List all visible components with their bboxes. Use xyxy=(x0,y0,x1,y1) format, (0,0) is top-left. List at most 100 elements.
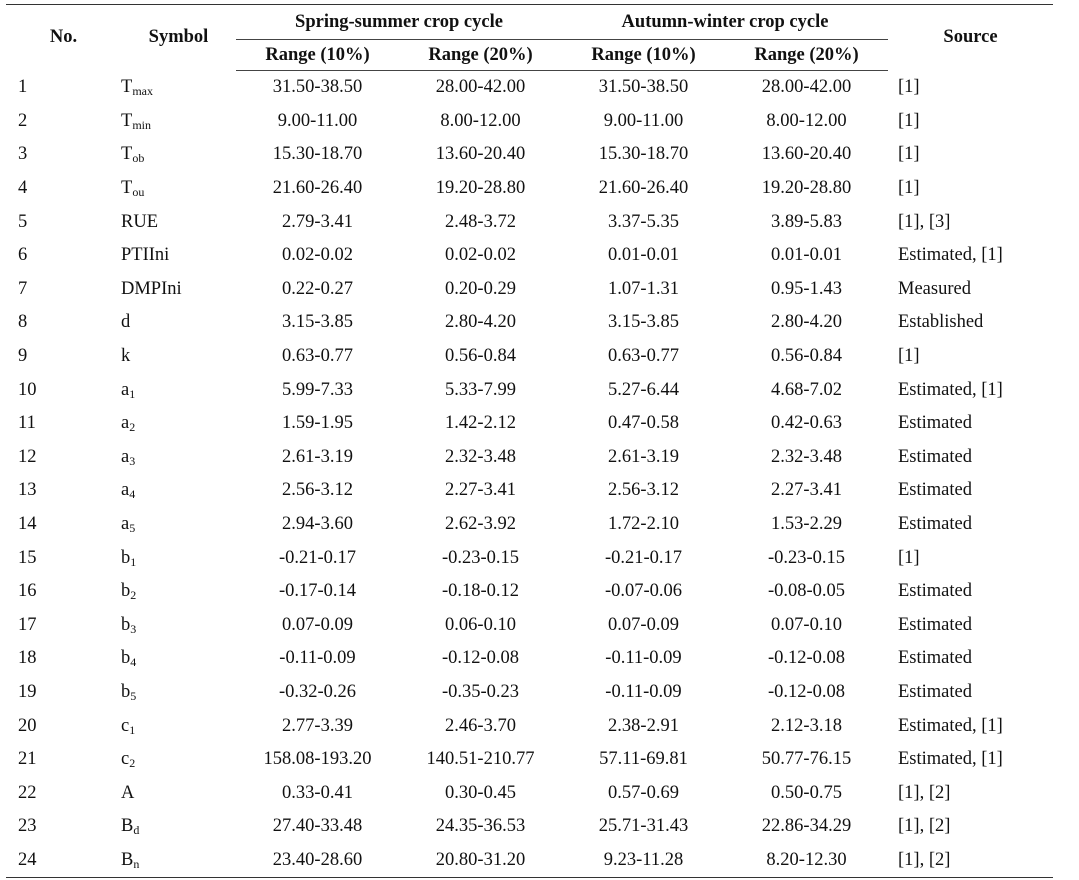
cell-aw-range-20: 13.60-20.40 xyxy=(761,144,852,165)
cell-no: 14 xyxy=(18,514,37,535)
symbol-base: T xyxy=(121,110,133,131)
symbol-subscript: 2 xyxy=(130,588,137,603)
cell-aw-range-10: -0.11-0.09 xyxy=(605,681,682,702)
cell-symbol: d xyxy=(121,306,236,340)
cell-no: 22 xyxy=(18,782,37,803)
cell-source: Estimated, [1] xyxy=(898,749,1003,770)
symbol-base: T xyxy=(121,178,133,199)
table-row: 13 a4 2.56-3.12 2.27-3.41 2.56-3.12 2.27-3.41… xyxy=(6,474,1053,508)
parameter-table-container: No. Symbol Spring-summer crop cycle Autu… xyxy=(6,4,1053,879)
cell-aw-range-20: 0.07-0.10 xyxy=(771,614,842,635)
symbol-base: B xyxy=(121,849,134,870)
cell-aw-range-20: 19.20-28.80 xyxy=(761,178,852,199)
cell-ss-range-10: -0.11-0.09 xyxy=(279,648,356,669)
cell-aw-range-20: 28.00-42.00 xyxy=(761,77,852,98)
cell-ss-range-10: 21.60-26.40 xyxy=(272,178,363,199)
cell-no: 18 xyxy=(18,648,37,669)
cell-ss-range-10: -0.32-0.26 xyxy=(278,681,357,702)
cell-symbol: b2 xyxy=(121,575,236,609)
cell-aw-range-10: 2.61-3.19 xyxy=(608,446,679,467)
table-row: 9 k 0.63-0.77 0.56-0.84 0.63-0.77 0.56-0.84 [1… xyxy=(6,340,1053,374)
cell-symbol: Tob xyxy=(121,138,236,172)
table-row: 22 A 0.33-0.41 0.30-0.45 0.57-0.69 0.50-0.75 [… xyxy=(6,776,1053,810)
symbol-subscript: 3 xyxy=(130,621,137,636)
cell-ss-range-10: 0.22-0.27 xyxy=(282,278,353,299)
header-symbol: Symbol xyxy=(148,27,209,48)
cell-aw-range-20: 4.68-7.02 xyxy=(771,379,842,400)
cell-source: [1] xyxy=(898,77,920,98)
symbol-base: k xyxy=(121,346,131,367)
cell-ss-range-10: -0.17-0.14 xyxy=(278,581,357,602)
cell-symbol: b3 xyxy=(121,609,236,643)
cell-source: Estimated xyxy=(898,581,972,602)
cell-ss-range-10: 158.08-193.20 xyxy=(263,749,372,770)
cell-ss-range-20: -0.18-0.12 xyxy=(441,581,520,602)
symbol-base: d xyxy=(121,312,131,333)
cell-no: 15 xyxy=(18,547,37,568)
table-row: 18 b4 -0.11-0.09 -0.12-0.08 -0.11-0.09 -0.12-… xyxy=(6,642,1053,676)
symbol-base: b xyxy=(121,581,131,602)
cell-source: Estimated, [1] xyxy=(898,379,1003,400)
table-row: 6 PTIIni 0.02-0.02 0.02-0.02 0.01-0.01 0.01-0… xyxy=(6,239,1053,273)
cell-ss-range-10: -0.21-0.17 xyxy=(278,547,357,568)
cell-ss-range-10: 23.40-28.60 xyxy=(236,843,399,879)
cell-ss-range-10: 2.61-3.19 xyxy=(282,446,353,467)
cell-symbol: b5 xyxy=(121,676,236,710)
cell-aw-range-10: 0.63-0.77 xyxy=(608,346,679,367)
cell-no: 6 xyxy=(18,245,28,266)
cell-source: [1] xyxy=(898,144,920,165)
table-row: 19 b5 -0.32-0.26 -0.35-0.23 -0.11-0.09 -0.12-… xyxy=(6,676,1053,710)
cell-source: [1], [3] xyxy=(898,211,951,232)
cell-ss-range-10: 2.77-3.39 xyxy=(282,715,353,736)
cell-no: 19 xyxy=(18,681,37,702)
cell-symbol: DMPIni xyxy=(121,273,236,307)
table-row: 12 a3 2.61-3.19 2.32-3.48 2.61-3.19 2.32-3.48… xyxy=(6,441,1053,475)
symbol-base: b xyxy=(121,614,131,635)
cell-no: 4 xyxy=(18,178,28,199)
cell-ss-range-20: 2.62-3.92 xyxy=(445,514,516,535)
symbol-base: a xyxy=(121,379,130,400)
cell-no: 16 xyxy=(18,581,37,602)
cell-aw-range-20: -0.12-0.08 xyxy=(767,648,846,669)
cell-aw-range-20: 22.86-34.29 xyxy=(761,816,852,837)
cell-source: Estimated xyxy=(898,648,972,669)
cell-no: 8 xyxy=(18,312,28,333)
cell-aw-range-10: 9.23-11.28 xyxy=(562,843,725,879)
table-row: 4 Tou 21.60-26.40 19.20-28.80 21.60-26.40 19.… xyxy=(6,172,1053,206)
symbol-subscript: 2 xyxy=(129,756,136,771)
cell-ss-range-20: 2.27-3.41 xyxy=(445,480,516,501)
parameter-range-table: No. Symbol Spring-summer crop cycle Autu… xyxy=(6,4,1053,879)
cell-aw-range-10: 57.11-69.81 xyxy=(599,749,688,770)
cell-ss-range-20: 0.56-0.84 xyxy=(445,346,516,367)
cell-ss-range-20: 140.51-210.77 xyxy=(426,749,535,770)
cell-ss-range-10: 0.33-0.41 xyxy=(282,782,353,803)
cell-ss-range-10: 31.50-38.50 xyxy=(272,77,363,98)
cell-no: 7 xyxy=(18,278,28,299)
cell-no: 2 xyxy=(18,110,28,131)
cell-ss-range-20: 2.46-3.70 xyxy=(445,715,516,736)
table-row: 17 b3 0.07-0.09 0.06-0.10 0.07-0.09 0.07-0.10… xyxy=(6,609,1053,643)
cell-no: 11 xyxy=(18,413,36,434)
cell-ss-range-10: 27.40-33.48 xyxy=(272,816,363,837)
table-row: 16 b2 -0.17-0.14 -0.18-0.12 -0.07-0.06 -0.08-… xyxy=(6,575,1053,609)
cell-ss-range-20: 5.33-7.99 xyxy=(445,379,516,400)
cell-ss-range-20: 2.32-3.48 xyxy=(445,446,516,467)
cell-source: Estimated, [1] xyxy=(898,715,1003,736)
cell-source: Estimated xyxy=(898,480,972,501)
cell-aw-range-10: 2.38-2.91 xyxy=(608,715,679,736)
cell-ss-range-10: 2.79-3.41 xyxy=(282,211,353,232)
cell-aw-range-10: -0.07-0.06 xyxy=(604,581,683,602)
cell-aw-range-10: -0.11-0.09 xyxy=(605,648,682,669)
cell-no: 12 xyxy=(18,446,37,467)
cell-ss-range-10: 0.63-0.77 xyxy=(282,346,353,367)
symbol-subscript: ob xyxy=(132,151,145,166)
cell-aw-range-20: 3.89-5.83 xyxy=(771,211,842,232)
symbol-base: a xyxy=(121,446,130,467)
cell-ss-range-20: -0.12-0.08 xyxy=(441,648,520,669)
cell-no: 3 xyxy=(18,144,28,165)
cell-symbol: Tmin xyxy=(121,105,236,139)
cell-symbol: Bn xyxy=(121,843,236,879)
header-row-ranges: Range (10%) Range (20%) Range (10%) Rang… xyxy=(6,39,1053,71)
cell-aw-range-20: 2.12-3.18 xyxy=(771,715,842,736)
cell-source: [1] xyxy=(898,178,920,199)
